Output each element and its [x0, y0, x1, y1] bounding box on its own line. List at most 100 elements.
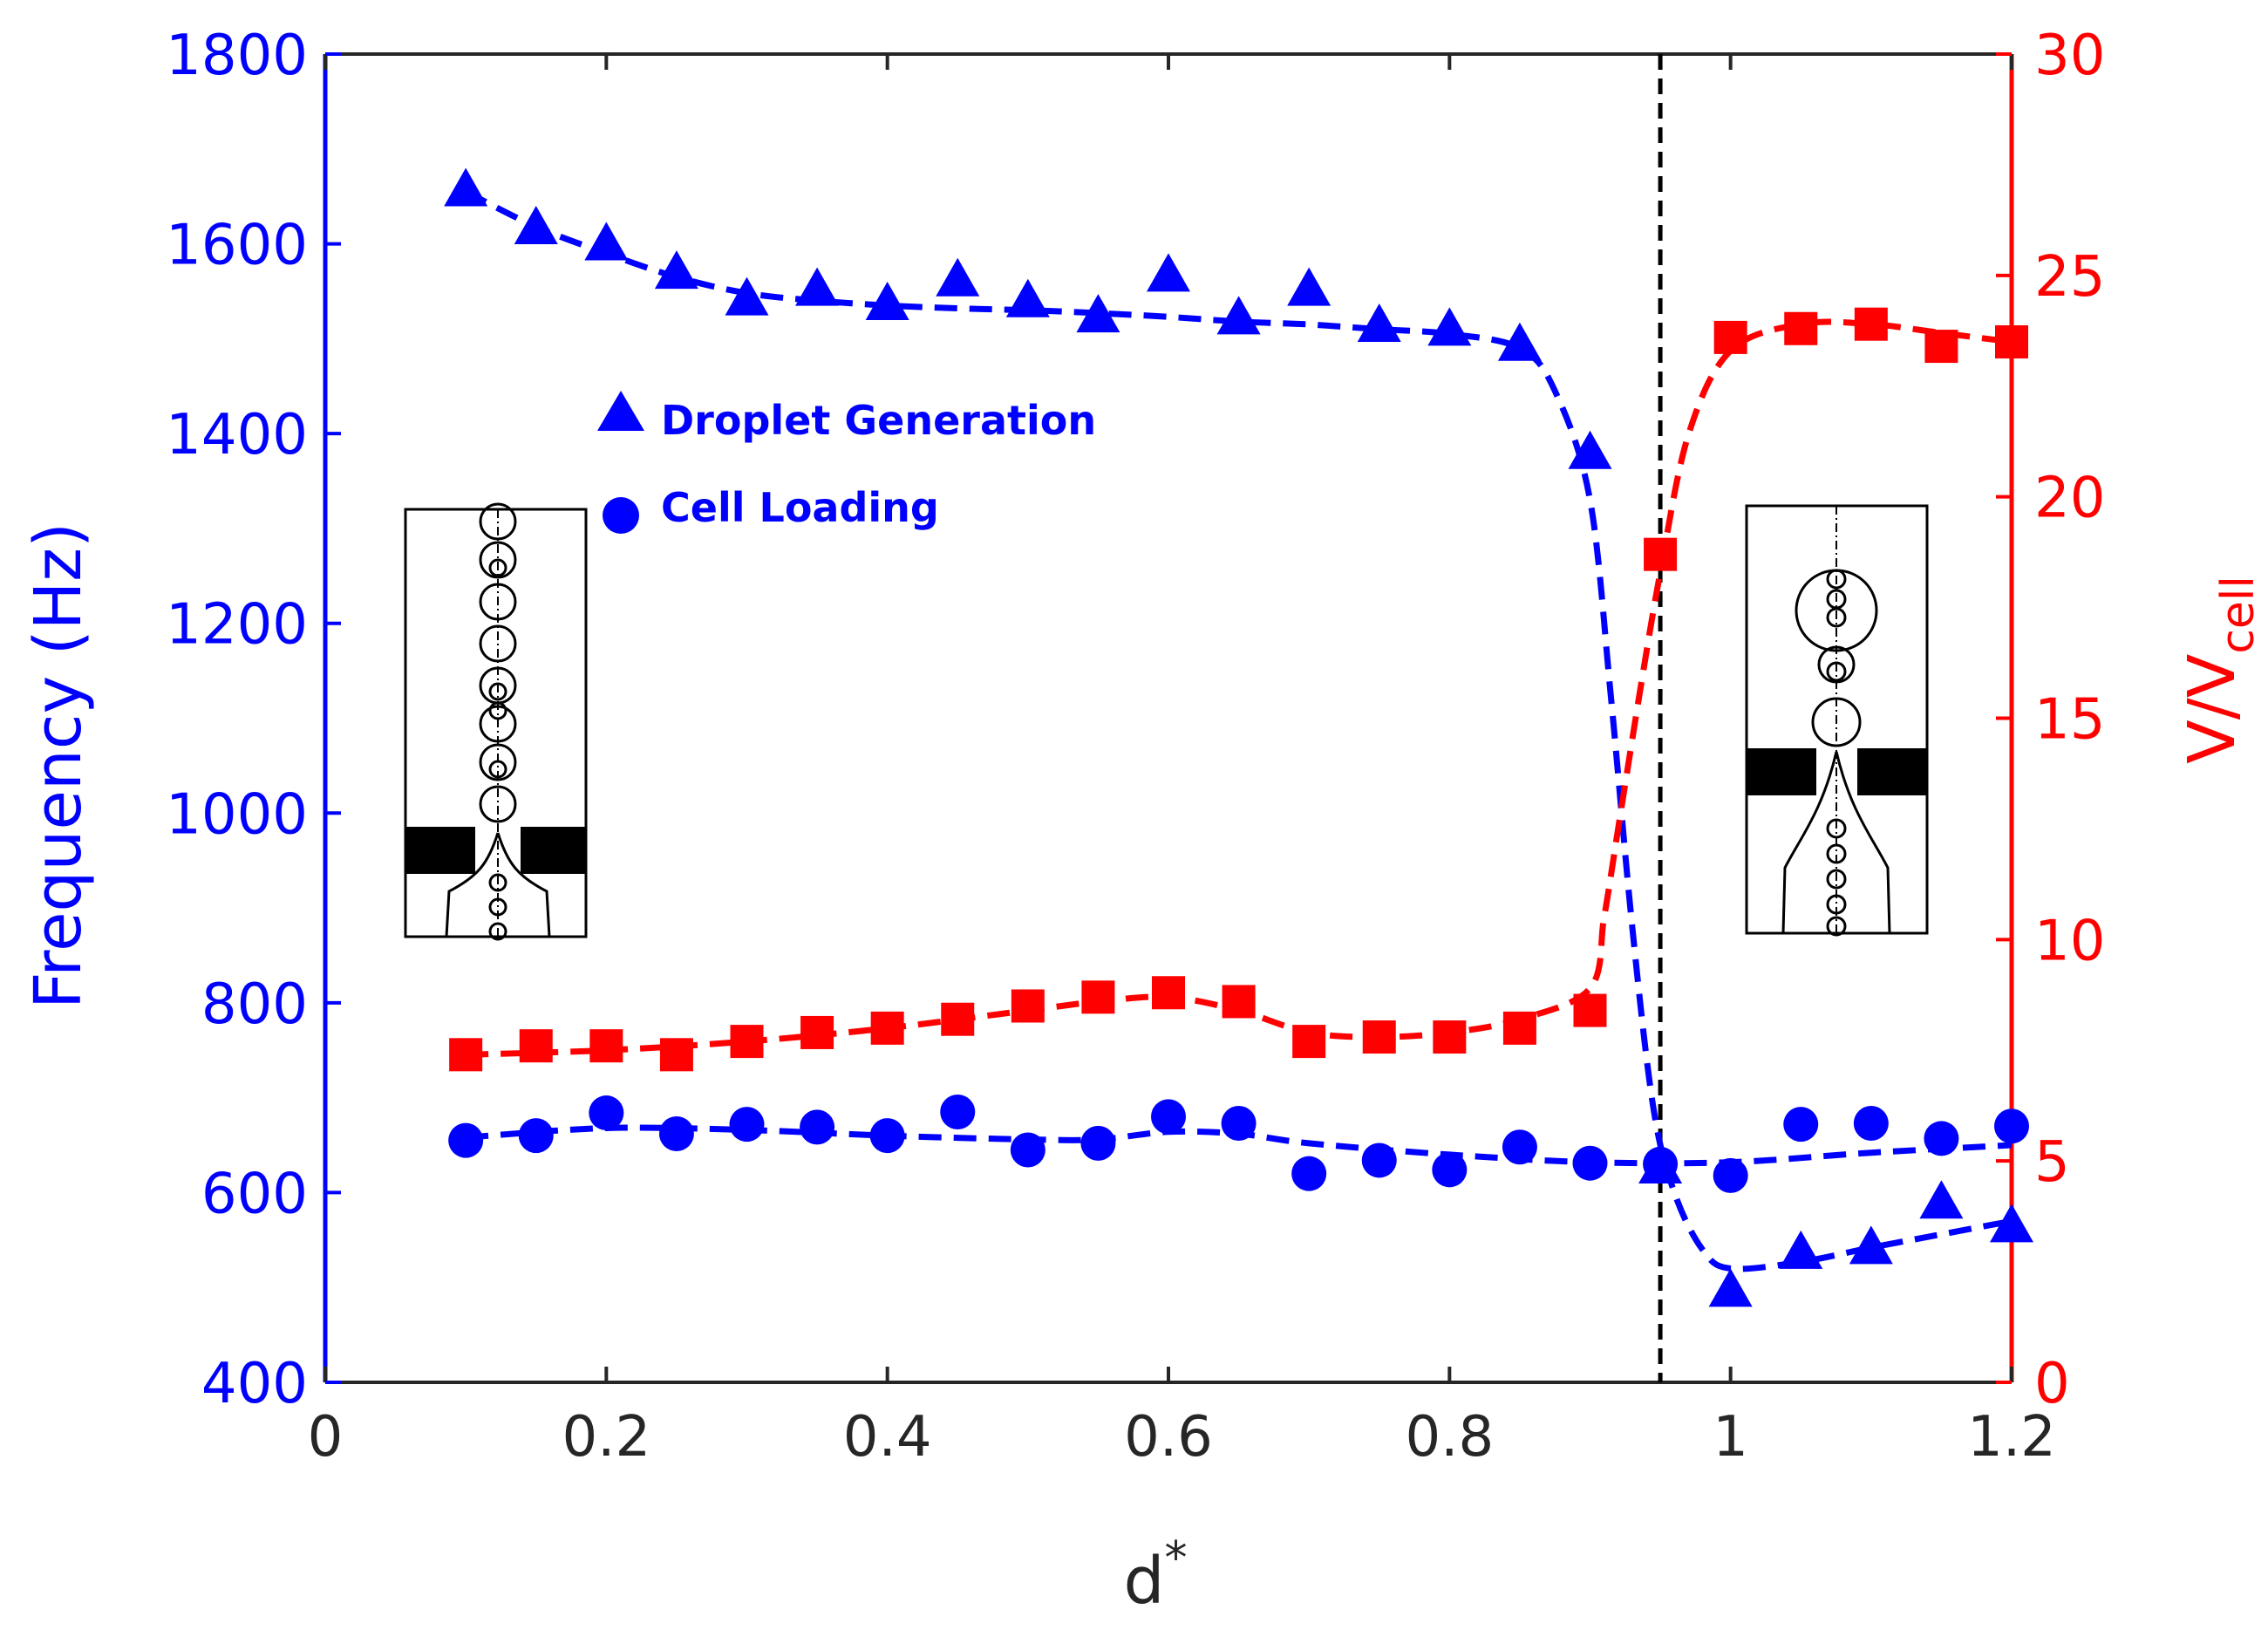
marker-cell-loading [1080, 1125, 1116, 1161]
inset-right-cell [1826, 818, 1847, 839]
marker-droplet-generation [1427, 307, 1472, 346]
marker-volume-ratio [870, 1011, 904, 1045]
marker-cell-loading [1783, 1107, 1819, 1142]
inset-right-nozzle [1781, 751, 1891, 934]
legend-circle-marker [603, 497, 639, 534]
inset-left-droplet [479, 624, 517, 663]
marker-volume-ratio [1011, 989, 1045, 1023]
inset-left-cell [488, 873, 507, 892]
y-left-tick-label: 400 [201, 1352, 308, 1416]
inset-left-nozzle [445, 832, 551, 938]
marker-droplet-generation [1005, 278, 1050, 317]
marker-volume-ratio [519, 1029, 553, 1063]
marker-cell-loading [1713, 1157, 1748, 1193]
marker-cell-loading [1572, 1145, 1608, 1181]
marker-volume-ratio [1222, 985, 1256, 1019]
y-right-tick-label: 10 [2034, 909, 2105, 973]
marker-cell-loading [1643, 1146, 1679, 1182]
marker-cell-loading [518, 1118, 554, 1154]
marker-droplet-generation [1357, 304, 1401, 343]
marker-droplet-generation [725, 276, 769, 316]
y-left-tick-label: 1800 [166, 24, 308, 88]
marker-volume-ratio [1502, 1011, 1536, 1045]
inset-right-cell [1826, 569, 1847, 590]
inset-left-cell [488, 682, 507, 701]
inset-right-droplet [1811, 697, 1862, 747]
data-markers [444, 167, 2033, 1307]
y-left-tick-label: 1200 [166, 593, 308, 658]
marker-cell-loading [1432, 1152, 1468, 1188]
inset-right-barrier-right [1857, 748, 1927, 795]
marker-cell-loading [1924, 1121, 1959, 1156]
marker-volume-ratio [800, 1015, 834, 1049]
y-right-tick-label: 5 [2034, 1130, 2070, 1195]
marker-volume-ratio [1152, 976, 1185, 1010]
inset-left-cell [488, 701, 507, 720]
inset-left-barrier-right [521, 827, 586, 874]
y-right-tick-label: 30 [2034, 24, 2105, 88]
y-right-tick-label: 0 [2034, 1352, 2070, 1416]
marker-droplet-generation [936, 257, 980, 297]
inset-left-droplet [479, 705, 517, 743]
y-right-tick-label: 15 [2034, 688, 2105, 753]
x-tick-label: 0.4 [843, 1405, 932, 1470]
marker-cell-loading [1361, 1142, 1397, 1178]
marker-cell-loading [800, 1109, 835, 1145]
inset-right-droplet [1817, 645, 1856, 684]
x-axis-label-main: d [1124, 1544, 1165, 1619]
inset-left-droplet [479, 541, 517, 579]
inset-left-schematic [404, 502, 588, 941]
marker-droplet-generation [865, 282, 909, 321]
y-right-tick-label: 25 [2034, 245, 2105, 310]
y-left-axis-label: Frequency (Hz) [21, 522, 96, 1009]
marker-volume-ratio [1573, 993, 1607, 1027]
x-tick-label: 1.2 [1967, 1405, 2056, 1470]
inset-left-cell [488, 922, 507, 941]
y-right-axis-label: V/Vcell [2175, 576, 2265, 764]
legend-label-cell-loading: Cell Loading [661, 484, 939, 531]
marker-volume-ratio [1292, 1025, 1326, 1059]
marker-cell-loading [1291, 1156, 1327, 1191]
marker-volume-ratio [1854, 307, 1888, 341]
inset-right-schematic [1745, 504, 1929, 937]
x-tick-label: 1 [1713, 1405, 1748, 1470]
tick-labels: 0 0.2 0.4 0.6 0.8 1 1.2 400 600 800 1000 1200 1400 16… [166, 24, 2105, 1470]
marker-droplet-generation [1708, 1268, 1753, 1307]
x-tick-label: 0 [308, 1405, 344, 1470]
inset-left-droplet [479, 785, 517, 823]
marker-droplet-generation [1568, 430, 1612, 469]
inset-left-barrier-left [405, 827, 475, 874]
inset-right-cell [1826, 607, 1847, 628]
marker-volume-ratio [1362, 1020, 1396, 1054]
fit-curve-droplet-generation [464, 188, 2013, 1272]
y-left-tick-label: 1400 [166, 403, 308, 467]
x-tick-label: 0.2 [562, 1405, 650, 1470]
y-left-tick-label: 600 [201, 1162, 308, 1226]
y-right-tick-label: 20 [2034, 467, 2105, 531]
marker-droplet-generation [1990, 1204, 2033, 1243]
y-left-tick-label: 1000 [166, 782, 308, 847]
marker-droplet-generation [1919, 1180, 1964, 1219]
marker-droplet-generation [1849, 1225, 1893, 1265]
inset-right-barrier-left [1747, 748, 1816, 795]
x-axis-label: d* [1124, 1532, 1188, 1619]
marker-cell-loading [729, 1107, 765, 1142]
inset-left-cell [488, 897, 507, 917]
marker-cell-loading [589, 1095, 624, 1131]
marker-cell-loading [1502, 1129, 1537, 1165]
y-right-axis-label-sub: cell [2212, 576, 2265, 653]
marker-cell-loading [1994, 1108, 2029, 1144]
marker-volume-ratio [941, 1002, 975, 1036]
inset-right-cell [1826, 843, 1847, 864]
marker-droplet-generation [1497, 322, 1542, 361]
marker-droplet-generation [1779, 1230, 1823, 1269]
x-tick-label: 0.8 [1405, 1405, 1494, 1470]
x-tick-label: 0.6 [1124, 1405, 1213, 1470]
inset-right-cell [1826, 916, 1847, 937]
marker-volume-ratio [1644, 537, 1678, 571]
marker-cell-loading [1853, 1106, 1889, 1142]
marker-volume-ratio [730, 1025, 764, 1059]
y-right-axis-label-main: V/V [2175, 653, 2250, 764]
inset-left-cell [488, 760, 507, 779]
